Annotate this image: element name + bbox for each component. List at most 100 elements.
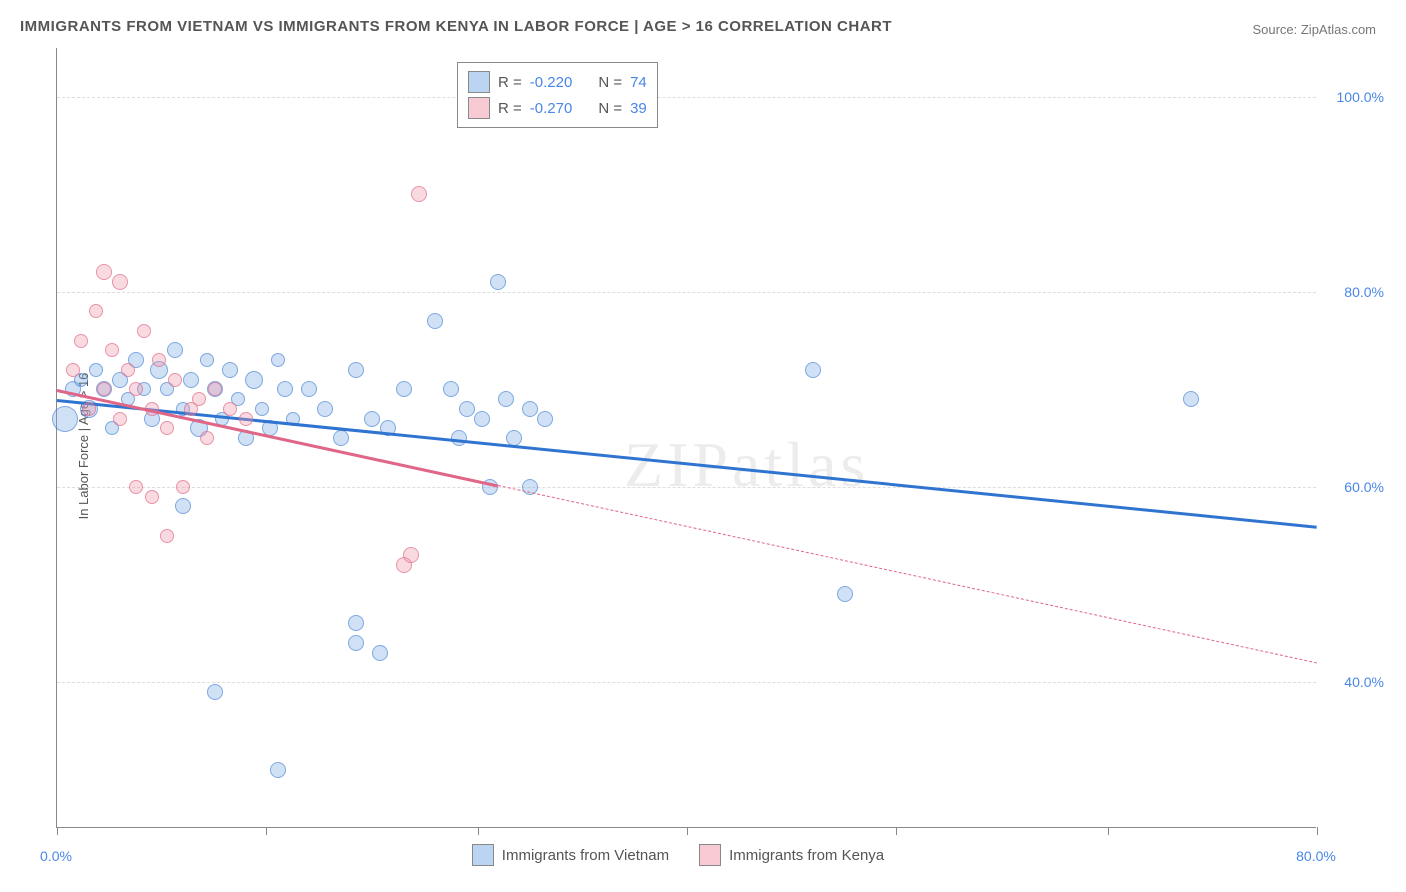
trend-line bbox=[498, 485, 1317, 663]
scatter-point bbox=[152, 353, 166, 367]
y-tick-label: 100.0% bbox=[1324, 89, 1384, 105]
x-tick bbox=[57, 827, 58, 835]
n-value: 74 bbox=[630, 74, 647, 91]
n-value: 39 bbox=[630, 100, 647, 117]
gridline bbox=[57, 682, 1316, 683]
scatter-point bbox=[223, 402, 237, 416]
scatter-point bbox=[167, 342, 183, 358]
scatter-point bbox=[66, 363, 80, 377]
gridline bbox=[57, 292, 1316, 293]
scatter-point bbox=[255, 402, 269, 416]
scatter-point bbox=[52, 406, 78, 432]
scatter-point bbox=[490, 274, 506, 290]
scatter-point bbox=[805, 362, 821, 378]
scatter-point bbox=[82, 402, 96, 416]
scatter-point bbox=[129, 480, 143, 494]
x-tick bbox=[266, 827, 267, 835]
scatter-point bbox=[89, 363, 103, 377]
scatter-point bbox=[474, 411, 490, 427]
scatter-point bbox=[271, 353, 285, 367]
scatter-point bbox=[96, 264, 112, 280]
source-label: Source: ZipAtlas.com bbox=[1252, 22, 1376, 37]
legend-swatch bbox=[699, 844, 721, 866]
scatter-point bbox=[348, 362, 364, 378]
scatter-point bbox=[175, 498, 191, 514]
scatter-point bbox=[1183, 391, 1199, 407]
correlation-legend-row: R = -0.270 N = 39 bbox=[468, 95, 647, 121]
scatter-point bbox=[372, 645, 388, 661]
scatter-point bbox=[348, 615, 364, 631]
scatter-point bbox=[277, 381, 293, 397]
scatter-point bbox=[522, 401, 538, 417]
scatter-point bbox=[411, 186, 427, 202]
scatter-point bbox=[183, 372, 199, 388]
scatter-point bbox=[160, 529, 174, 543]
scatter-point bbox=[168, 373, 182, 387]
scatter-point bbox=[333, 430, 349, 446]
scatter-point bbox=[207, 684, 223, 700]
scatter-point bbox=[222, 362, 238, 378]
x-tick bbox=[687, 827, 688, 835]
x-tick bbox=[896, 827, 897, 835]
r-label: R = bbox=[498, 74, 522, 91]
x-tick-label: 80.0% bbox=[1296, 848, 1336, 864]
legend-item: Immigrants from Kenya bbox=[699, 844, 884, 866]
y-tick-label: 40.0% bbox=[1324, 674, 1384, 690]
scatter-point bbox=[97, 382, 111, 396]
scatter-point bbox=[137, 324, 151, 338]
r-value: -0.220 bbox=[530, 74, 573, 91]
scatter-point bbox=[427, 313, 443, 329]
scatter-point bbox=[348, 635, 364, 651]
scatter-point bbox=[301, 381, 317, 397]
legend-item: Immigrants from Vietnam bbox=[472, 844, 669, 866]
y-tick-label: 60.0% bbox=[1324, 479, 1384, 495]
scatter-point bbox=[129, 382, 143, 396]
n-label: N = bbox=[598, 100, 622, 117]
scatter-point bbox=[245, 371, 263, 389]
scatter-point bbox=[112, 274, 128, 290]
gridline bbox=[57, 487, 1316, 488]
legend-swatch bbox=[472, 844, 494, 866]
scatter-point bbox=[459, 401, 475, 417]
r-value: -0.270 bbox=[530, 100, 573, 117]
legend-swatch bbox=[468, 97, 490, 119]
y-tick-label: 80.0% bbox=[1324, 284, 1384, 300]
scatter-point bbox=[364, 411, 380, 427]
correlation-legend-row: R = -0.220 N = 74 bbox=[468, 69, 647, 95]
x-tick-label: 0.0% bbox=[40, 848, 72, 864]
scatter-point bbox=[443, 381, 459, 397]
scatter-point bbox=[208, 382, 222, 396]
series-legend: Immigrants from Vietnam Immigrants from K… bbox=[472, 844, 884, 866]
scatter-point bbox=[113, 412, 127, 426]
scatter-point bbox=[403, 547, 419, 563]
scatter-point bbox=[837, 586, 853, 602]
scatter-point bbox=[74, 334, 88, 348]
x-tick bbox=[478, 827, 479, 835]
scatter-point bbox=[239, 412, 253, 426]
legend-label: Immigrants from Kenya bbox=[729, 847, 884, 864]
scatter-point bbox=[270, 762, 286, 778]
n-label: N = bbox=[598, 74, 622, 91]
scatter-point bbox=[145, 490, 159, 504]
watermark: ZIPatlas bbox=[624, 428, 869, 502]
correlation-legend: R = -0.220 N = 74 R = -0.270 N = 39 bbox=[457, 62, 658, 128]
scatter-point bbox=[396, 381, 412, 397]
scatter-point bbox=[89, 304, 103, 318]
scatter-point bbox=[121, 363, 135, 377]
x-tick bbox=[1108, 827, 1109, 835]
scatter-point bbox=[192, 392, 206, 406]
x-tick bbox=[1317, 827, 1318, 835]
scatter-point bbox=[498, 391, 514, 407]
plot-area: 40.0%60.0%80.0%100.0%ZIPatlasR =-0.220N … bbox=[56, 48, 1316, 828]
r-label: R = bbox=[498, 100, 522, 117]
scatter-point bbox=[160, 421, 174, 435]
legend-swatch bbox=[468, 71, 490, 93]
scatter-point bbox=[200, 353, 214, 367]
legend-label: Immigrants from Vietnam bbox=[502, 847, 669, 864]
scatter-point bbox=[176, 480, 190, 494]
scatter-point bbox=[317, 401, 333, 417]
scatter-point bbox=[105, 343, 119, 357]
scatter-point bbox=[200, 431, 214, 445]
gridline bbox=[57, 97, 1316, 98]
scatter-point bbox=[537, 411, 553, 427]
